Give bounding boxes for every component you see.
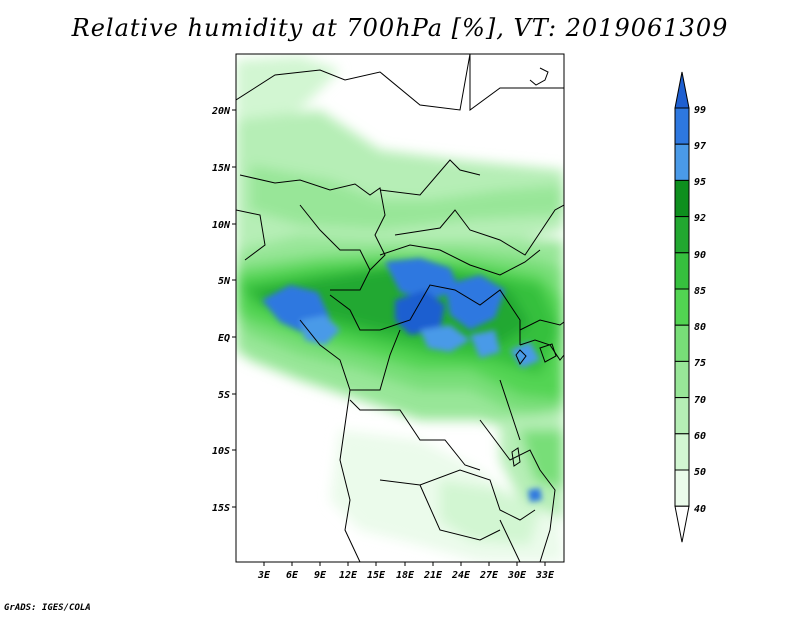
colorbar xyxy=(674,71,690,543)
colorbar-segment xyxy=(674,469,690,507)
colorbar-label: 80 xyxy=(694,322,706,333)
colorbar-label: 95 xyxy=(694,177,706,188)
colorbar-label: 99 xyxy=(694,105,706,116)
colorbar-segment xyxy=(674,107,690,145)
lon-label: 15E xyxy=(367,570,386,581)
colorbar-segment xyxy=(674,179,690,218)
lon-label: 33E xyxy=(535,570,555,581)
country-borders xyxy=(236,54,564,562)
lon-label: 30E xyxy=(507,570,527,581)
lon-label: 24E xyxy=(451,570,471,581)
lat-label: 10S xyxy=(212,446,230,457)
lon-label: 6E xyxy=(286,570,299,581)
colorbar-segment xyxy=(674,324,690,362)
credit-text: GrADS: IGES/COLA xyxy=(4,603,91,613)
lat-label: 15N xyxy=(212,163,231,174)
colorbar-segment xyxy=(674,252,690,290)
lat-label: 5S xyxy=(218,390,230,401)
colorbar-label: 75 xyxy=(694,358,706,369)
plot-frame xyxy=(235,53,565,563)
lon-ticks xyxy=(263,562,546,566)
colorbar-label: 92 xyxy=(694,213,706,224)
colorbar-arrow-top xyxy=(674,71,690,109)
colorbar-label: 60 xyxy=(694,431,706,442)
colorbar-label: 70 xyxy=(694,395,706,406)
colorbar-segment xyxy=(674,143,690,181)
lon-label: 9E xyxy=(314,570,327,581)
lat-label: 5N xyxy=(218,276,231,287)
colorbar-segment xyxy=(674,397,690,435)
map-title: Relative humidity at 700hPa [%], VT: 201… xyxy=(71,14,729,42)
colorbar-segment xyxy=(674,360,690,399)
colorbar-segment xyxy=(674,288,690,326)
colorbar-label: 40 xyxy=(694,504,706,515)
lat-label: 20N xyxy=(211,106,231,117)
lat-label: 10N xyxy=(212,220,231,231)
colorbar-label: 90 xyxy=(694,250,706,261)
lat-label: EQ xyxy=(218,333,230,344)
lat-label: 15S xyxy=(212,503,230,514)
colorbar-segment xyxy=(674,216,690,254)
colorbar-label: 85 xyxy=(694,286,706,297)
colorbar-label: 50 xyxy=(694,467,706,478)
lon-label: 12E xyxy=(339,570,358,581)
colorbar-label: 97 xyxy=(694,141,706,152)
colorbar-segment xyxy=(674,433,690,471)
lon-label: 3E xyxy=(257,570,271,581)
lon-label: 21E xyxy=(423,570,443,581)
colorbar-arrow-bottom xyxy=(674,505,690,543)
lon-label: 27E xyxy=(479,570,499,581)
humidity-field xyxy=(236,54,564,562)
lat-ticks xyxy=(232,109,236,508)
lon-label: 18E xyxy=(396,570,415,581)
